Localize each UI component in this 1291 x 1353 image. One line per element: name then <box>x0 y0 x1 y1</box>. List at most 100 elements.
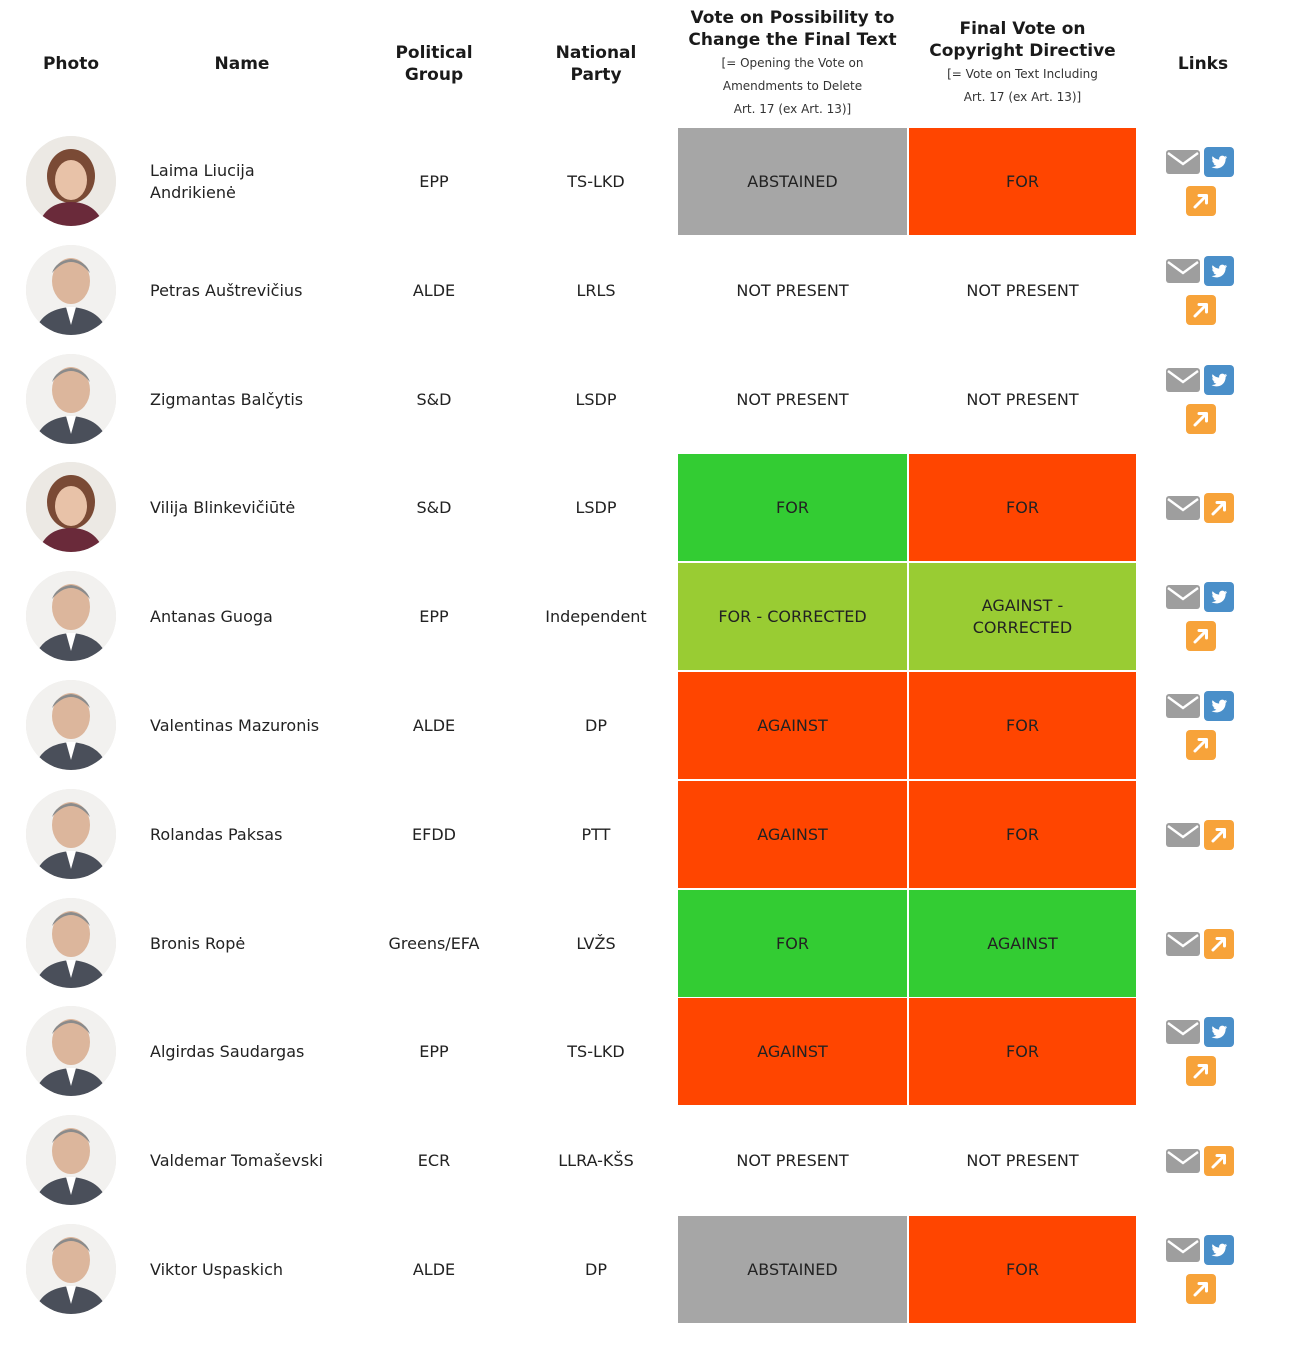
national-party: LSDP <box>575 390 617 409</box>
links-cell <box>1166 890 1238 997</box>
mail-icon[interactable] <box>1166 256 1200 286</box>
national-party: PTT <box>581 825 611 844</box>
final-vote-cell: FOR <box>909 781 1136 888</box>
header-national-party: National Party <box>515 0 677 127</box>
header-photo: Photo <box>0 0 142 127</box>
external-link-icon[interactable] <box>1202 820 1236 850</box>
final-vote-cell: FOR <box>909 1216 1136 1323</box>
vote-possibility-cell: NOT PRESENT <box>678 1107 907 1214</box>
external-link-icon[interactable] <box>1184 404 1218 434</box>
political-group: ALDE <box>412 281 456 300</box>
table-row: Valentinas Mazuronis ALDE DP AGAINST FOR <box>0 672 1291 779</box>
mep-name-line2: Andrikienė <box>150 182 236 202</box>
external-link-icon[interactable] <box>1184 186 1218 216</box>
mail-icon[interactable] <box>1166 493 1200 523</box>
table-row: Algirdas Saudargas EPP TS-LKD AGAINST FOR <box>0 998 1291 1105</box>
mep-name-cell: Valdemar Tomaševski <box>150 1107 350 1214</box>
final-vote-value: FOR <box>1006 824 1039 844</box>
mep-name: Valdemar Tomaševski <box>150 1150 323 1170</box>
mail-icon[interactable] <box>1166 582 1200 612</box>
header-links: Links <box>1136 0 1270 127</box>
mail-icon[interactable] <box>1166 365 1200 395</box>
vote-possibility-value: FOR <box>776 933 809 953</box>
final-vote-value: AGAINST - <box>981 595 1064 615</box>
mep-photo <box>26 1115 116 1205</box>
external-link-icon[interactable] <box>1184 295 1218 325</box>
mail-icon[interactable] <box>1166 820 1200 850</box>
final-vote-cell: NOT PRESENT <box>909 346 1136 453</box>
mep-photo <box>26 245 116 335</box>
links-cell <box>1166 346 1238 453</box>
mail-icon[interactable] <box>1166 1146 1200 1176</box>
table-row: Vilija Blinkevičiūtė S&D LSDP FOR FOR <box>0 454 1291 561</box>
political-group: EFDD <box>412 825 456 844</box>
mep-name: Laima Liucija <box>150 160 255 180</box>
twitter-icon[interactable] <box>1202 1017 1236 1047</box>
national-party: LRLS <box>576 281 616 300</box>
twitter-icon[interactable] <box>1202 582 1236 612</box>
table-row: Zigmantas Balčytis S&D LSDP NOT PRESENT NOT … <box>0 346 1291 453</box>
national-party: DP <box>585 1260 607 1279</box>
vote-possibility-value: AGAINST <box>757 1041 828 1061</box>
mep-photo <box>26 354 116 444</box>
header-photo-label: Photo <box>42 53 100 74</box>
national-party: LLRA-KŠS <box>558 1151 634 1170</box>
mep-photo <box>26 571 116 661</box>
external-link-icon[interactable] <box>1184 1274 1218 1304</box>
table-row: Valdemar Tomaševski ECR LLRA-KŠS NOT PRESEN… <box>0 1107 1291 1214</box>
vote-possibility-cell: ABSTAINED <box>678 128 907 235</box>
mep-name-cell: Antanas Guoga <box>150 563 350 670</box>
mep-name-cell: Laima Liucija Andrikienė <box>150 128 350 235</box>
links-cell <box>1166 454 1238 561</box>
vote-possibility-value: FOR <box>776 497 809 517</box>
header-party-line1: National <box>555 42 637 63</box>
final-vote-value: FOR <box>1006 1041 1039 1061</box>
vote-possibility-cell: AGAINST <box>678 781 907 888</box>
twitter-icon[interactable] <box>1202 365 1236 395</box>
mail-icon[interactable] <box>1166 1235 1200 1265</box>
national-party: DP <box>585 716 607 735</box>
final-vote-value: FOR <box>1006 715 1039 735</box>
mail-icon[interactable] <box>1166 929 1200 959</box>
political-group: EPP <box>419 1042 449 1061</box>
vote-possibility-value: FOR - CORRECTED <box>718 606 867 626</box>
final-vote-cell: FOR <box>909 454 1136 561</box>
external-link-icon[interactable] <box>1184 621 1218 651</box>
header-vote1-sub1: [= Opening the Vote on <box>721 55 864 70</box>
political-group: S&D <box>416 498 452 517</box>
mail-icon[interactable] <box>1166 691 1200 721</box>
political-group: Greens/EFA <box>388 934 480 953</box>
external-link-icon[interactable] <box>1184 730 1218 760</box>
mep-name: Antanas Guoga <box>150 606 273 626</box>
political-group: EPP <box>419 172 449 191</box>
final-vote-value: NOT PRESENT <box>966 389 1079 409</box>
vote-possibility-cell: AGAINST <box>678 998 907 1105</box>
links-cell <box>1166 998 1238 1105</box>
twitter-icon[interactable] <box>1202 147 1236 177</box>
vote-possibility-value: ABSTAINED <box>747 1259 838 1279</box>
mep-name: Vilija Blinkevičiūtė <box>150 497 296 517</box>
vote-possibility-cell: FOR <box>678 890 907 997</box>
mep-name: Zigmantas Balčytis <box>150 389 304 409</box>
external-link-icon[interactable] <box>1202 1146 1236 1176</box>
external-link-icon[interactable] <box>1184 1056 1218 1086</box>
mep-photo <box>26 462 116 552</box>
national-party: Independent <box>545 607 647 626</box>
external-link-icon[interactable] <box>1202 493 1236 523</box>
mep-name-cell: Petras Auštrevičius <box>150 237 350 344</box>
vote-possibility-cell: NOT PRESENT <box>678 346 907 453</box>
twitter-icon[interactable] <box>1202 1235 1236 1265</box>
mep-name-cell: Algirdas Saudargas <box>150 998 350 1105</box>
twitter-icon[interactable] <box>1202 691 1236 721</box>
external-link-icon[interactable] <box>1202 929 1236 959</box>
mail-icon[interactable] <box>1166 147 1200 177</box>
political-group: ECR <box>417 1151 451 1170</box>
header-vote1-sub2: Amendments to Delete <box>722 78 863 93</box>
mail-icon[interactable] <box>1166 1017 1200 1047</box>
final-vote-cell: FOR <box>909 128 1136 235</box>
header-links-label: Links <box>1177 53 1229 74</box>
mep-photo <box>26 1224 116 1314</box>
mep-name-cell: Zigmantas Balčytis <box>150 346 350 453</box>
twitter-icon[interactable] <box>1202 256 1236 286</box>
national-party: TS-LKD <box>567 172 625 191</box>
